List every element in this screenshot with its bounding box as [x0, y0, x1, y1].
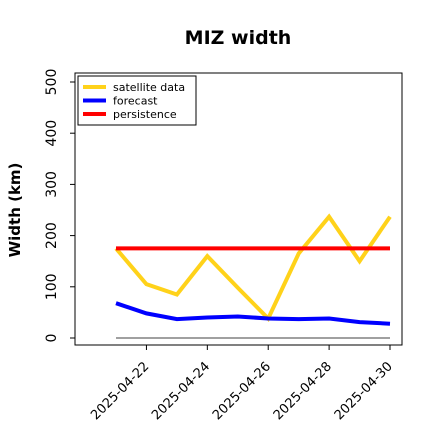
legend-label-satellite-data: satellite data: [113, 81, 185, 94]
y-tick-label: 100: [44, 273, 60, 300]
series-line-satellite-data: [114, 213, 392, 322]
x-tick-label: 2025-04-22: [88, 359, 152, 423]
x-tick-label: 2025-04-24: [149, 359, 213, 423]
x-axis: 2025-04-222025-04-242025-04-262025-04-28…: [88, 345, 396, 423]
y-tick-label: 500: [44, 69, 60, 96]
x-tick-label: 2025-04-28: [271, 359, 335, 423]
y-axis: 0 100 200 300 400 500: [44, 69, 75, 343]
x-tick-label: 2025-04-30: [332, 359, 396, 423]
y-tick-label: 200: [44, 222, 60, 249]
y-tick-label: 0: [44, 334, 60, 343]
series-layer: [114, 213, 392, 339]
x-tick-label: 2025-04-26: [210, 359, 274, 423]
legend-label-forecast: forecast: [113, 95, 158, 108]
legend-label-persistence: persistence: [113, 108, 177, 121]
y-axis-label: Width (km): [6, 163, 24, 258]
y-tick-label: 400: [44, 120, 60, 147]
chart-title: MIZ width: [185, 27, 292, 49]
y-tick-label: 300: [44, 171, 60, 198]
series-line-forecast: [115, 301, 391, 326]
plot-area-frame: [74, 72, 403, 346]
